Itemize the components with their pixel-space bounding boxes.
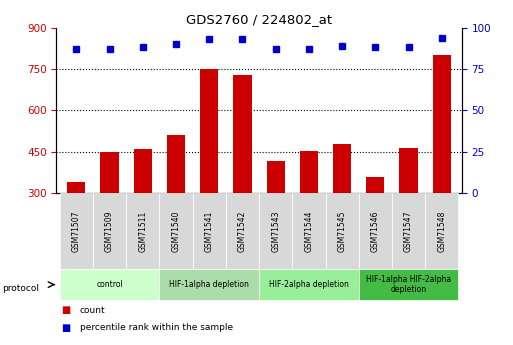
- Bar: [366, 177, 384, 193]
- Text: GSM71507: GSM71507: [72, 210, 81, 252]
- Bar: [192, 193, 226, 269]
- Bar: [126, 193, 160, 269]
- Bar: [233, 75, 251, 193]
- Bar: [134, 149, 152, 193]
- Bar: [93, 193, 126, 269]
- Bar: [425, 193, 459, 269]
- Text: GSM71511: GSM71511: [139, 210, 147, 252]
- Text: percentile rank within the sample: percentile rank within the sample: [80, 323, 232, 332]
- Bar: [267, 161, 285, 193]
- Bar: [160, 269, 259, 300]
- Text: GSM71509: GSM71509: [105, 210, 114, 252]
- Bar: [226, 193, 259, 269]
- Text: HIF-2alpha depletion: HIF-2alpha depletion: [269, 280, 349, 289]
- Text: HIF-1alpha HIF-2alpha
depletion: HIF-1alpha HIF-2alpha depletion: [366, 275, 451, 294]
- Bar: [200, 69, 219, 193]
- Text: ■: ■: [62, 323, 71, 333]
- Text: protocol: protocol: [3, 284, 40, 293]
- Bar: [160, 193, 192, 269]
- Text: GSM71540: GSM71540: [171, 210, 181, 252]
- Title: GDS2760 / 224802_at: GDS2760 / 224802_at: [186, 13, 332, 27]
- Bar: [60, 269, 160, 300]
- Bar: [167, 135, 185, 193]
- Text: GSM71543: GSM71543: [271, 210, 280, 252]
- Text: GSM71545: GSM71545: [338, 210, 347, 252]
- Bar: [259, 193, 292, 269]
- Text: count: count: [80, 306, 105, 315]
- Text: GSM71544: GSM71544: [304, 210, 313, 252]
- Bar: [333, 144, 351, 193]
- Text: HIF-1alpha depletion: HIF-1alpha depletion: [169, 280, 249, 289]
- Bar: [67, 182, 86, 193]
- Text: control: control: [96, 280, 123, 289]
- Text: GSM71541: GSM71541: [205, 210, 214, 252]
- Bar: [432, 55, 451, 193]
- Bar: [259, 269, 359, 300]
- Bar: [359, 269, 459, 300]
- Bar: [400, 148, 418, 193]
- Bar: [359, 193, 392, 269]
- Text: GSM71546: GSM71546: [371, 210, 380, 252]
- Bar: [292, 193, 326, 269]
- Text: GSM71548: GSM71548: [437, 210, 446, 252]
- Text: ■: ■: [62, 306, 71, 315]
- Bar: [326, 193, 359, 269]
- Bar: [101, 152, 119, 193]
- Bar: [60, 193, 93, 269]
- Text: GSM71547: GSM71547: [404, 210, 413, 252]
- Bar: [300, 151, 318, 193]
- Bar: [392, 193, 425, 269]
- Text: GSM71542: GSM71542: [238, 210, 247, 252]
